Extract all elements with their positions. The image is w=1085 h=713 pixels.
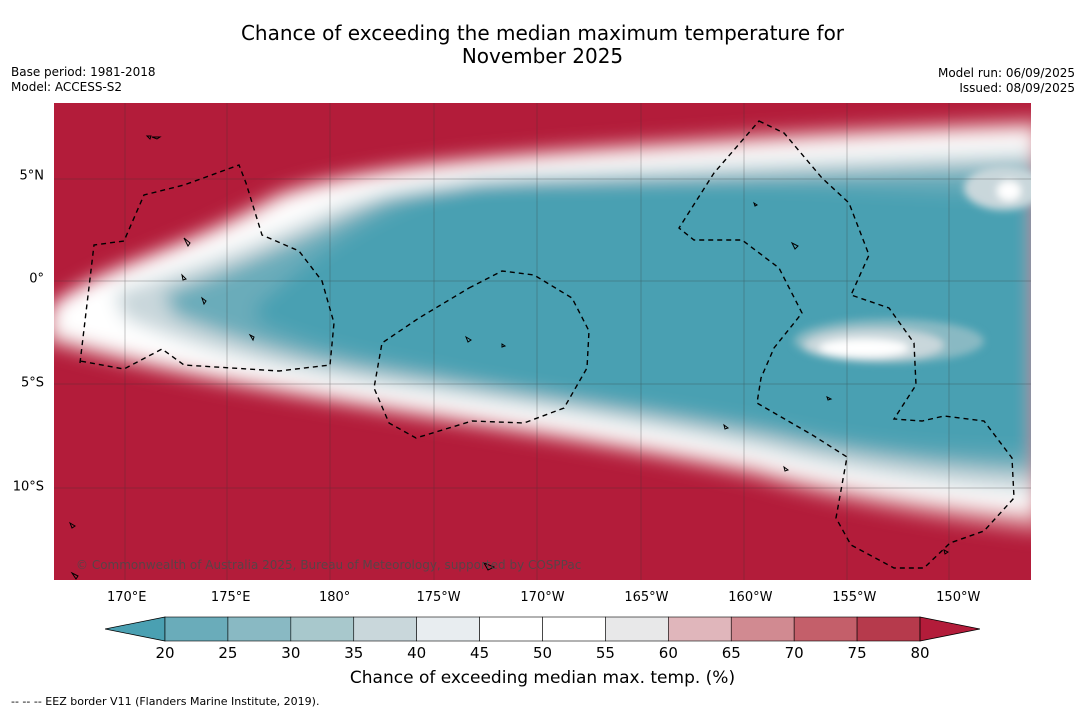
colorbar-extend-high: [919, 616, 980, 642]
probability-band: [54, 118, 1031, 532]
colorbar-segment: [793, 616, 858, 642]
lat-tick-label: 5°S: [20, 375, 44, 391]
colorbar-tick-label: 40: [407, 644, 427, 662]
eez-borders: [79, 120, 1015, 569]
colorbar-segment: [856, 616, 921, 642]
lon-tick-label: 165°W: [624, 590, 669, 605]
colorbar-segment: [605, 616, 669, 642]
colorbar-tick-label: 60: [658, 644, 678, 662]
colorbar-tick-label: 55: [595, 644, 615, 662]
warm-anomaly-patch: [794, 166, 1031, 363]
base-period-text: Base period: 1981-2018: [11, 65, 156, 79]
colorbar-tick-label: 25: [218, 644, 238, 662]
lon-tick-label: 175°W: [416, 590, 461, 605]
colorbar-segment: [542, 616, 606, 642]
colorbar-tick-label: 65: [721, 644, 741, 662]
lat-tick-label: 5°N: [19, 168, 45, 184]
colorbar-segment: [730, 616, 795, 642]
lat-tick-label: 10°S: [12, 479, 44, 495]
model-text: Model: ACCESS-S2: [11, 80, 123, 94]
meta-right: Model run: 06/09/2025 Issued: 08/09/2025: [938, 66, 1075, 96]
copyright-notice: © Commonwealth of Australia 2025, Bureau…: [76, 558, 582, 572]
island-outlines: [68, 135, 949, 580]
colorbar-segment: [479, 616, 543, 642]
eez-footnote: -- -- -- EEZ border V11 (Flanders Marine…: [11, 695, 320, 708]
lon-tick-label: 175°E: [210, 590, 251, 605]
lon-tick-label: 155°W: [832, 590, 877, 605]
lon-tick-label: 150°W: [936, 590, 981, 605]
colorbar-tick-label: 30: [281, 644, 301, 662]
colorbar-tick-label: 35: [344, 644, 364, 662]
colorbar-segment: [416, 616, 480, 642]
issued-text: Issued: 08/09/2025: [959, 81, 1075, 95]
colorbar-tick-label: 45: [470, 644, 490, 662]
meta-left: Base period: 1981-2018 Model: ACCESS-S2: [11, 65, 156, 95]
colorbar-segment: [668, 616, 732, 642]
colorbar-tick-label: 75: [847, 644, 867, 662]
colorbar-segment: [353, 616, 417, 642]
colorbar-segment: [290, 616, 355, 642]
model-run-text: Model run: 06/09/2025: [937, 66, 1075, 80]
colorbar-tick-label: 80: [910, 644, 930, 662]
forecast-map: [54, 103, 1031, 580]
lat-tick-label: 0°: [29, 271, 44, 287]
colorbar-tick-label: 70: [784, 644, 804, 662]
colorbar-extend-low: [105, 616, 166, 642]
lon-tick-label: 170°E: [106, 590, 147, 605]
lon-tick-label: 160°W: [728, 590, 773, 605]
colorbar-tick-label: 50: [532, 644, 553, 662]
graticule: [54, 103, 1031, 580]
map-title: Chance of exceeding the median maximum t…: [0, 22, 1085, 68]
colorbar-segment: [164, 616, 229, 642]
colorbar-segment: [227, 616, 292, 642]
colorbar: [105, 616, 980, 642]
colorbar-tick-label: 20: [155, 644, 175, 662]
map-title-line2: November 2025: [461, 44, 624, 68]
colorbar-title: Chance of exceeding median max. temp. (%…: [349, 668, 736, 688]
lon-tick-label: 180°: [318, 590, 351, 605]
map-title-line1: Chance of exceeding the median maximum t…: [240, 21, 845, 45]
lon-tick-label: 170°W: [520, 590, 565, 605]
